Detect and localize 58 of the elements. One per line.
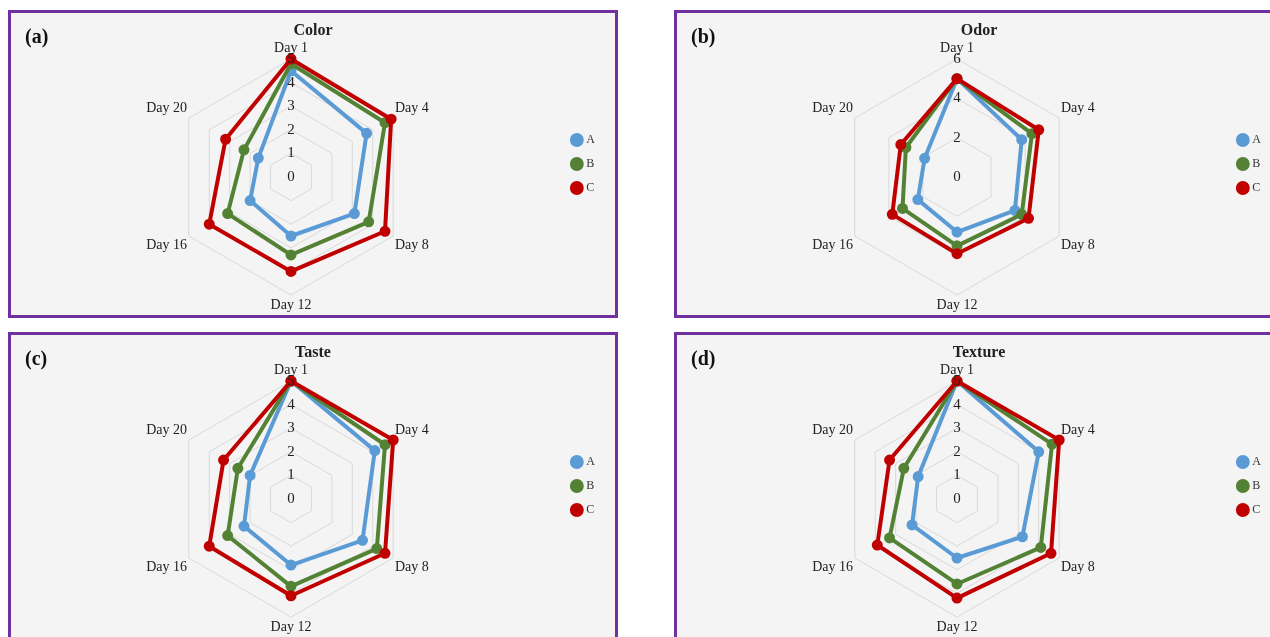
spoke-label: Day 20	[812, 100, 854, 116]
spoke-label: Day 16	[146, 559, 188, 575]
chart-title: Texture	[952, 342, 1006, 360]
spoke-label: Day 20	[146, 100, 188, 116]
y-tick-label: 3	[287, 97, 295, 114]
spoke-label: Day 12	[270, 297, 312, 313]
y-tick-label: 0	[287, 167, 295, 184]
spoke-label: Day 4	[394, 422, 429, 438]
legend-label: B	[1252, 478, 1261, 493]
spoke-label: Day 8	[394, 559, 429, 575]
legend-label: A	[1252, 454, 1262, 469]
y-tick-label: 2	[953, 442, 961, 459]
spoke-label: Day 12	[936, 619, 978, 635]
y-tick-label: 3	[953, 419, 961, 436]
spoke-label: Day 8	[1060, 237, 1095, 253]
spoke-label: Day 8	[394, 237, 429, 253]
chart-title: Taste	[295, 342, 331, 360]
y-tick-label: 1	[953, 466, 961, 483]
text: (a)	[25, 25, 49, 48]
y-tick-label: 0	[953, 489, 961, 506]
legend-label: A	[586, 454, 596, 469]
y-tick-label: 0	[287, 489, 295, 506]
text: (c)	[25, 347, 48, 370]
spoke-label: Day 12	[936, 297, 978, 313]
spoke-label: Day 4	[394, 100, 429, 116]
y-tick-label: 4	[953, 395, 962, 412]
spoke-label: Day 16	[812, 237, 854, 253]
y-tick-label: 4	[287, 395, 296, 412]
spoke-label: Day 12	[270, 619, 312, 635]
spoke-label: Day 16	[146, 237, 188, 253]
legend-label: B	[1252, 156, 1261, 171]
spoke-label: Day 8	[1060, 559, 1095, 575]
spoke-label: Day 4	[1060, 422, 1095, 438]
spoke-label: Day 4	[1060, 100, 1095, 116]
chart-title: Odor	[960, 20, 998, 38]
legend-label: B	[586, 156, 595, 171]
y-tick-label: 3	[287, 419, 295, 436]
text: (b)	[691, 25, 716, 48]
y-tick-label: 0	[953, 167, 961, 184]
legend-label: A	[1252, 132, 1262, 147]
legend-label: B	[586, 478, 595, 493]
y-tick-label: 2	[953, 128, 961, 145]
text: (d)	[691, 347, 716, 370]
spoke-label: Day 20	[146, 422, 188, 438]
y-tick-label: 1	[287, 144, 295, 161]
legend-label: C	[1252, 502, 1261, 517]
legend-label: C	[586, 502, 595, 517]
legend-label: A	[586, 132, 596, 147]
chart-title: Color	[293, 20, 333, 38]
legend-label: C	[586, 180, 595, 195]
legend-label: C	[1252, 180, 1261, 195]
y-tick-label: 2	[287, 120, 295, 137]
y-tick-label: 2	[287, 442, 295, 459]
spoke-label: Day 20	[812, 422, 854, 438]
y-tick-label: 1	[287, 466, 295, 483]
spoke-label: Day 16	[812, 559, 854, 575]
y-tick-label: 4	[953, 89, 962, 106]
y-tick-label: 4	[287, 73, 296, 90]
